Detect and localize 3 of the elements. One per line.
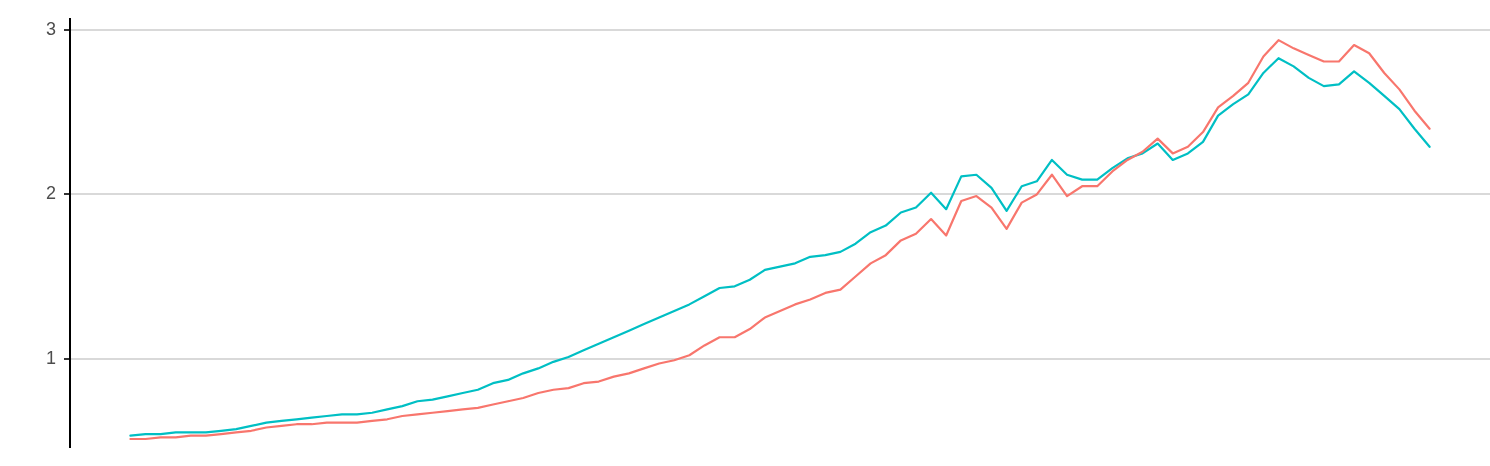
y-tick-label: 2 [45, 183, 56, 204]
y-tick-label: 1 [45, 347, 56, 368]
y-tick-label: 3 [45, 19, 56, 40]
